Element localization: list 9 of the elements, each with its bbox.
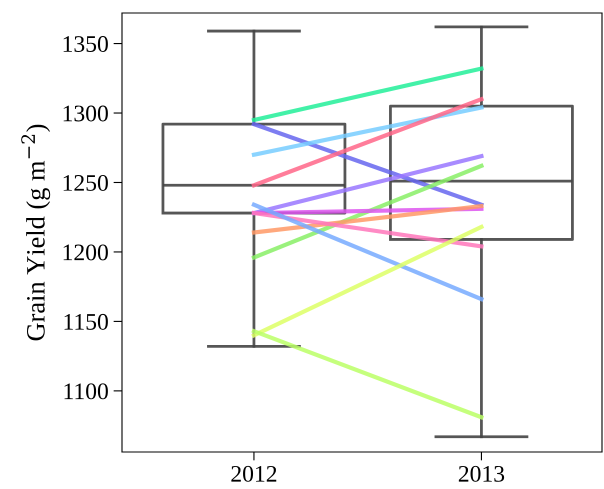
y-tick-label: 1250 — [64, 174, 108, 191]
y-tick-label: 1100 — [64, 383, 108, 400]
y-tick-label: 1150 — [64, 314, 108, 330]
y-axis-title: Grain Yield (g m$^{−2}$) — [21, 124, 50, 340]
x-tick-label: 2013 — [458, 466, 504, 482]
y-tick-label: 1200 — [64, 244, 108, 260]
y-tick-label: 1350 — [64, 36, 108, 52]
x-tick-label: 2012 — [231, 466, 276, 482]
y-tick-label: 1300 — [64, 106, 108, 122]
